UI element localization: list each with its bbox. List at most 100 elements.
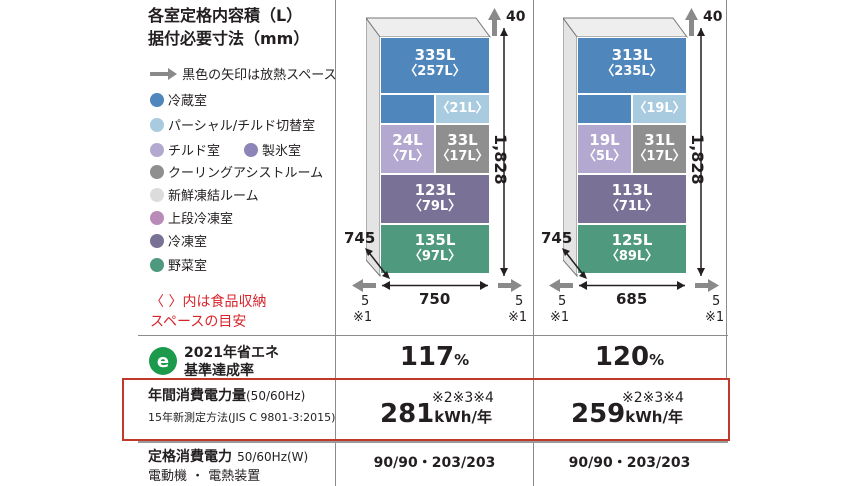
legend-label: チルド室 bbox=[168, 144, 221, 159]
annual-power-value-model-1: 281kWh/年 bbox=[380, 399, 492, 429]
storage-label: 〈89L〉 bbox=[605, 249, 659, 264]
storage-label: 〈257L〉 bbox=[404, 64, 466, 79]
legend-swatch bbox=[150, 93, 164, 107]
arrow-note-text: 黒色の矢印は放熱スペース bbox=[182, 68, 337, 83]
legend-item-vegetable: 野菜室 bbox=[150, 257, 207, 277]
cabinet-outline bbox=[366, 17, 491, 278]
annual-power-highlight bbox=[122, 378, 730, 441]
legend-item-upper-freezer: 上段冷凍室 bbox=[150, 210, 233, 230]
annual-label-method: 15年新測定方法(JIS C 9801-3:2015) bbox=[148, 411, 336, 424]
page-title: 各室定格内容積（L） 据付必要寸法（mm） bbox=[148, 6, 309, 48]
rated-label-hz: 50/60Hz(W) bbox=[237, 450, 309, 464]
storage-label: 〈17L〉 bbox=[436, 149, 489, 164]
volume-label: 24L bbox=[392, 131, 423, 149]
title-line-2: 据付必要寸法（mm） bbox=[148, 29, 310, 48]
compartment-cooling-assist: 31L 〈17L〉 bbox=[632, 124, 687, 174]
energy-label-line-2: 基準達成率 bbox=[184, 363, 254, 379]
volume-label: 335L bbox=[414, 46, 456, 64]
legend-label: パーシャル/チルド切替室 bbox=[168, 119, 316, 134]
volume-label: 19L bbox=[589, 131, 620, 149]
storage-note-line-1: 〈 〉内は食品収納 bbox=[150, 294, 267, 310]
legend-item-fridge: 冷蔵室 bbox=[150, 92, 207, 112]
energy-rate-unit: % bbox=[649, 351, 665, 369]
annual-power-value-model-2: 259kWh/年 bbox=[571, 399, 683, 429]
volume-label: 113L bbox=[611, 181, 653, 199]
legend-label: 上段冷凍室 bbox=[168, 212, 234, 227]
legend-swatch bbox=[150, 165, 164, 179]
compartment-vegetable: 135L 〈97L〉 bbox=[380, 224, 490, 274]
volume-label: 123L bbox=[414, 181, 456, 199]
legend-item-partial-chilled: パーシャル/チルド切替室 bbox=[150, 117, 315, 137]
column-divider-1 bbox=[335, 0, 336, 486]
top-clearance-label: 40 bbox=[506, 9, 526, 25]
annual-power-unit: kWh/年 bbox=[625, 408, 683, 426]
compartment-fridge: 335L 〈257L〉 bbox=[380, 37, 490, 94]
storage-label: 〈21L〉 bbox=[436, 101, 489, 116]
arrow-icon bbox=[150, 68, 177, 80]
compartment-fridge-lower bbox=[577, 94, 632, 124]
compartment-fridge-lower bbox=[380, 94, 435, 124]
width-dimension bbox=[549, 279, 719, 292]
side-note-right: ※1 bbox=[705, 310, 725, 325]
compartment-vegetable: 125L 〈89L〉 bbox=[577, 224, 687, 274]
volume-label: 125L bbox=[611, 231, 653, 249]
storage-note: 〈 〉内は食品収納 スペースの目安 bbox=[150, 292, 266, 332]
legend-swatch bbox=[244, 143, 258, 157]
annual-power-notes-model-1: ※2※3※4 bbox=[432, 390, 494, 406]
energy-saving-e-icon: e bbox=[149, 347, 177, 375]
svg-text:e: e bbox=[157, 351, 169, 372]
energy-rate-number: 117 bbox=[399, 342, 455, 372]
annual-power-number: 259 bbox=[571, 399, 626, 429]
cabinet-outline bbox=[563, 17, 688, 278]
storage-label: 〈79L〉 bbox=[408, 199, 462, 214]
annual-power-number: 281 bbox=[380, 399, 435, 429]
legend-label: 野菜室 bbox=[168, 259, 208, 274]
compartment-freezer: 113L 〈71L〉 bbox=[577, 174, 687, 224]
legend-item-chilled: チルド室 bbox=[150, 142, 220, 162]
legend-label: クーリングアシストルーム bbox=[168, 166, 324, 181]
storage-label: 〈7L〉 bbox=[385, 149, 430, 164]
energy-rate-value-model-1: 117% bbox=[336, 342, 533, 372]
compartment-freezer: 123L 〈79L〉 bbox=[380, 174, 490, 224]
width-dimension bbox=[352, 279, 522, 292]
height-label: 1,828 bbox=[688, 134, 707, 185]
legend-swatch bbox=[150, 258, 164, 272]
compartment-partial-chilled: 〈19L〉 bbox=[632, 94, 687, 124]
side-note-right: ※1 bbox=[508, 310, 528, 325]
energy-rate-unit: % bbox=[454, 351, 470, 369]
legend-swatch bbox=[150, 118, 164, 132]
storage-note-line-2: スペースの目安 bbox=[150, 314, 247, 330]
legend-swatch bbox=[150, 211, 164, 225]
compartment-chilled: 19L 〈5L〉 bbox=[577, 124, 632, 174]
compartment-chilled: 24L 〈7L〉 bbox=[380, 124, 435, 174]
rated-power-label: 定格消費電力 50/60Hz(W) 電動機 ・ 電熱装置 bbox=[148, 446, 308, 486]
legend-swatch bbox=[150, 143, 164, 157]
height-label: 1,828 bbox=[491, 134, 510, 185]
legend-item-ice: 製氷室 bbox=[244, 142, 301, 162]
depth-arrow bbox=[562, 248, 587, 279]
depth-label: 745 bbox=[541, 229, 573, 247]
arrow-note: 黒色の矢印は放熱スペース bbox=[150, 64, 337, 83]
side-clearance-left: 5 bbox=[361, 294, 370, 309]
depth-arrow bbox=[365, 248, 390, 279]
storage-label: 〈71L〉 bbox=[605, 199, 659, 214]
energy-rate-value-model-2: 120% bbox=[533, 342, 726, 372]
compartment-partial-chilled: 〈21L〉 bbox=[435, 94, 490, 124]
legend-swatch bbox=[150, 188, 164, 202]
column-divider-2 bbox=[533, 0, 534, 486]
storage-label: 〈97L〉 bbox=[408, 249, 462, 264]
compartment-fridge: 313L 〈235L〉 bbox=[577, 37, 687, 94]
volume-label: 33L bbox=[447, 131, 478, 149]
annual-label-main: 年間消費電力量 bbox=[148, 388, 246, 404]
height-dimension bbox=[488, 8, 508, 276]
annual-label-hz: (50/60Hz) bbox=[246, 389, 306, 403]
height-dimension bbox=[685, 8, 705, 276]
width-label: 750 bbox=[419, 290, 451, 308]
legend-item-freezer: 冷凍室 bbox=[150, 233, 207, 253]
energy-rate-number: 120 bbox=[594, 342, 650, 372]
legend-label: 新鮮凍結ルーム bbox=[168, 189, 259, 204]
rated-power-value-model-1: 90/90・203/203 bbox=[373, 455, 496, 471]
annual-power-unit: kWh/年 bbox=[434, 408, 492, 426]
side-clearance-right: 5 bbox=[515, 294, 524, 309]
row-divider-2 bbox=[138, 441, 728, 443]
